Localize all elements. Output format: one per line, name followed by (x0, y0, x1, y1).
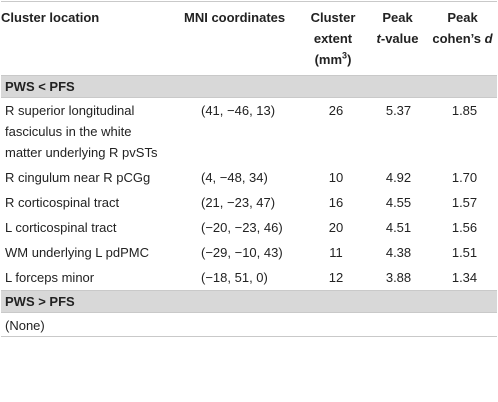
cell-extent: 20 (328, 220, 344, 235)
header-cluster-extent-unit: (mm (314, 52, 343, 67)
table-row: L forceps minor (−18, 51, 0) 12 3.88 1.3… (1, 265, 497, 291)
section-none-text: (None) (1, 312, 497, 337)
cell-mni: (−18, 51, 0) (201, 270, 268, 285)
header-peak-t-value: Peak t-value (367, 2, 428, 76)
cell-peak-t: 4.51 (385, 220, 412, 235)
header-cluster-extent: Cluster extent (mm3) (299, 2, 367, 76)
table-header: Cluster location MNI coordinates Cluster… (1, 1, 497, 76)
header-cluster-extent-line2: extent (313, 31, 353, 46)
table-row: R corticospinal tract (21, −23, 47) 16 4… (1, 190, 497, 215)
header-cluster-extent-sup: 3 (342, 50, 348, 61)
section-label-pws-less-pfs: PWS < PFS (1, 75, 497, 98)
table-row: R superior longitudinal fasciculus in th… (1, 98, 497, 166)
cell-mni: (4, −48, 34) (201, 170, 268, 185)
header-peak-cohens-d: Peak cohen’s d (428, 2, 497, 76)
cell-mni: (−20, −23, 46) (201, 220, 283, 235)
cell-location: WM underlying L pdPMC (5, 245, 150, 260)
cell-mni: (41, −46, 13) (201, 103, 276, 118)
table-body: R superior longitudinal fasciculus in th… (1, 98, 497, 291)
section-pws-greater-pfs: PWS > PFS (None) (1, 290, 497, 337)
cell-mni: (−29, −10, 43) (201, 245, 283, 260)
cell-extent: 10 (328, 170, 344, 185)
cell-peak-t: 4.38 (385, 245, 412, 260)
header-cluster-extent-close: ) (347, 52, 352, 67)
table-row: WM underlying L pdPMC (−29, −10, 43) 11 … (1, 240, 497, 265)
header-peak-t-line1: Peak (382, 10, 413, 25)
section-pws-less-pfs: PWS < PFS (1, 75, 497, 98)
cell-extent: 12 (328, 270, 344, 285)
cell-extent: 11 (329, 245, 343, 260)
cell-peak-t: 4.92 (385, 170, 412, 185)
cell-location: L corticospinal tract (5, 220, 117, 235)
cell-location: R cingulum near R pCGg (5, 170, 151, 185)
cell-peak-t: 5.37 (385, 103, 412, 118)
cell-peak-d: 1.51 (451, 245, 478, 260)
cell-location: R corticospinal tract (5, 195, 120, 210)
header-mni-coordinates: MNI coordinates (184, 10, 286, 25)
header-peak-t-italic: t (376, 31, 381, 46)
cell-peak-d: 1.34 (451, 270, 478, 285)
table-row: R cingulum near R pCGg (4, −48, 34) 10 4… (1, 165, 497, 190)
cell-peak-d: 1.57 (451, 195, 478, 210)
cell-peak-d: 1.70 (451, 170, 478, 185)
cell-peak-d: 1.85 (451, 103, 478, 118)
cell-mni: (21, −23, 47) (201, 195, 276, 210)
header-cluster-location: Cluster location (1, 10, 100, 25)
cell-peak-t: 4.55 (385, 195, 412, 210)
cell-peak-t: 3.88 (385, 270, 412, 285)
cell-location: L forceps minor (5, 270, 95, 285)
header-peak-d-rest: cohen’s (432, 31, 485, 46)
cell-extent: 16 (328, 195, 344, 210)
cell-peak-d: 1.56 (451, 220, 478, 235)
cell-location: R superior longitudinal fasciculus in th… (5, 103, 158, 160)
cell-extent: 26 (328, 103, 344, 118)
results-table: Cluster location MNI coordinates Cluster… (1, 1, 497, 337)
section-label-pws-greater-pfs: PWS > PFS (1, 290, 497, 313)
table-row: L corticospinal tract (−20, −23, 46) 20 … (1, 215, 497, 240)
header-peak-d-italic: d (484, 31, 493, 46)
header-cluster-extent-line1: Cluster (310, 10, 356, 25)
header-peak-t-rest: -value (380, 31, 419, 46)
header-peak-d-line1: Peak (447, 10, 478, 25)
